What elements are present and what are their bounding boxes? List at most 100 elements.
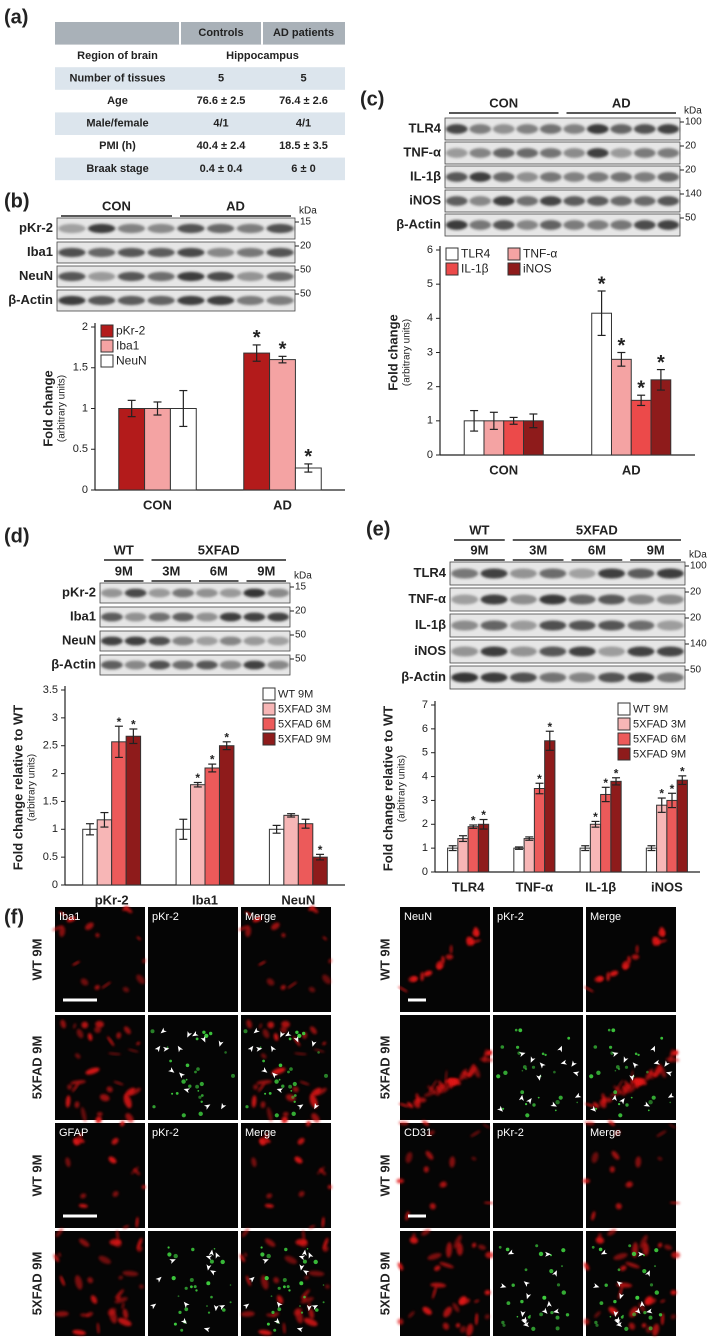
kda-label: 50 (690, 665, 702, 676)
green-signal (194, 1070, 197, 1074)
red-signal (136, 974, 146, 985)
blot-band (627, 620, 655, 631)
green-signal (266, 1253, 271, 1259)
red-signal (294, 1156, 303, 1164)
red-signal (671, 1251, 681, 1259)
green-signal (299, 1281, 304, 1286)
red-signal (613, 1085, 626, 1096)
arrowhead (650, 1045, 655, 1053)
red-signal (470, 1130, 481, 1137)
green-signal (293, 1100, 296, 1104)
blot-band (516, 220, 539, 230)
green-signal (173, 1253, 178, 1259)
green-signal (595, 1323, 599, 1327)
legend-swatch (100, 354, 114, 368)
green-signal (184, 1286, 188, 1290)
blot-band (539, 196, 562, 206)
table-row-label: PMI (h) (99, 140, 136, 152)
red-signal (459, 1298, 471, 1305)
bar (513, 847, 525, 873)
green-signal (598, 1247, 603, 1252)
blot-band (445, 172, 468, 182)
red-signal (439, 1262, 454, 1269)
red-signal (671, 1050, 679, 1056)
red-signal (123, 1026, 131, 1035)
red-signal (584, 986, 594, 993)
red-signal (72, 1329, 86, 1336)
blot-group-label: AD (612, 95, 631, 110)
green-signal (625, 1103, 629, 1107)
table-row-label: Age (107, 95, 128, 107)
green-signal (295, 1030, 299, 1035)
red-signal (94, 1026, 101, 1034)
x-tick-label: iNOS (651, 879, 683, 894)
blot-band (539, 672, 567, 683)
red-signal (70, 1080, 86, 1085)
green-signal (516, 1045, 520, 1049)
micrograph-column-label: GFAP (59, 1127, 88, 1139)
red-signal (74, 1101, 80, 1109)
blot-band (539, 220, 562, 230)
red-signal (94, 984, 100, 990)
red-signal (444, 1069, 448, 1086)
red-signal (466, 1323, 474, 1337)
red-signal (409, 1236, 419, 1244)
blot-band (267, 636, 290, 646)
blot-strip (99, 582, 291, 604)
red-signal (648, 1071, 657, 1076)
red-signal (59, 1275, 65, 1287)
green-signal (175, 1092, 179, 1095)
arrowhead (276, 1301, 283, 1309)
red-signal (485, 1050, 493, 1056)
red-signal (483, 1201, 495, 1205)
kda-label: 20 (690, 587, 702, 598)
arrowhead (209, 1270, 217, 1276)
green-signal (264, 1092, 267, 1095)
x-tick-label: TLR4 (452, 879, 485, 894)
significance-mark: * (603, 776, 608, 790)
significance-mark: * (253, 327, 261, 349)
green-signal (283, 1285, 286, 1289)
green-signal (630, 1096, 633, 1099)
red-signal (634, 1078, 639, 1089)
arrowhead (629, 1074, 635, 1081)
arrowhead (623, 1056, 629, 1063)
blot-band (469, 220, 492, 230)
blot-band (243, 588, 266, 598)
red-signal (246, 1019, 253, 1029)
red-signal (608, 1120, 615, 1126)
blot-row-label: iNOS (409, 192, 441, 207)
blot-row-label: β-Actin (401, 669, 446, 684)
red-signal (253, 1084, 259, 1090)
arrowhead (571, 1060, 577, 1067)
red-signal (273, 1033, 279, 1041)
red-signal (484, 1289, 491, 1296)
green-signal (229, 1284, 232, 1286)
arrowhead (261, 1067, 268, 1073)
green-signal (180, 1328, 184, 1332)
blot-row-label: NeuN (62, 632, 96, 647)
green-signal (245, 1105, 249, 1109)
red-signal (645, 1298, 657, 1305)
arrowhead (168, 1067, 175, 1073)
red-signal (80, 978, 89, 986)
red-signal (266, 1193, 273, 1199)
blot-band (480, 594, 508, 605)
green-signal (273, 1328, 277, 1332)
red-signal (423, 1166, 429, 1173)
red-signal (142, 958, 146, 964)
blot-band (633, 172, 656, 182)
arrowhead (536, 1074, 542, 1081)
micrograph-column-label: Merge (590, 1127, 621, 1139)
red-signal (262, 1028, 270, 1039)
green-signal (300, 1311, 304, 1314)
green-signal (199, 1081, 204, 1087)
blot-band (206, 247, 235, 258)
red-signal (284, 1255, 297, 1265)
green-signal (288, 1289, 291, 1292)
arrowhead (507, 1249, 515, 1255)
green-signal (292, 1081, 297, 1087)
y-axis-sublabel: (arbitrary units) (27, 754, 38, 821)
arrowhead (298, 1255, 306, 1261)
y-tick-label: 3 (427, 346, 433, 358)
